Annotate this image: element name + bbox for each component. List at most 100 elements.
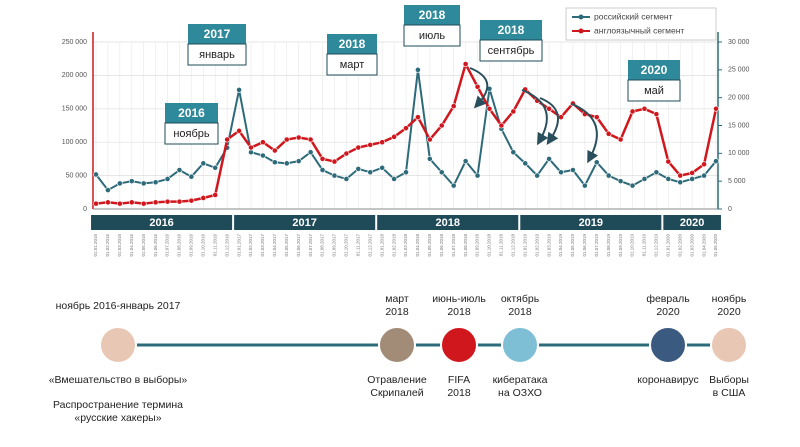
point	[116, 180, 123, 187]
callout-head	[404, 5, 460, 25]
point	[331, 158, 338, 165]
event-date: 2018	[447, 306, 471, 318]
legend-label: российский сегмент	[594, 11, 673, 21]
point	[522, 160, 529, 167]
callout-month: сентябрь	[488, 45, 535, 57]
point	[558, 114, 564, 121]
point	[629, 182, 636, 189]
x-tick-label: 01.02.2017	[248, 234, 253, 257]
point	[379, 164, 386, 171]
point	[415, 66, 421, 73]
x-tick-label: 01.09.2016	[189, 234, 194, 257]
point	[116, 200, 123, 207]
point	[271, 147, 278, 154]
y2-tick-label: 20 000	[728, 95, 750, 102]
event-caption: Отравление	[367, 374, 427, 386]
point	[307, 136, 314, 143]
x-tick-label: 01.10.2019	[630, 234, 635, 257]
point	[570, 167, 576, 173]
callout-month: январь	[199, 49, 235, 61]
callout-year: 2018	[339, 37, 366, 51]
x-tick-label: 01.12.2017	[367, 234, 372, 257]
y-tick-label: 50 000	[66, 172, 88, 179]
x-tick-label: 01.11.2017	[355, 234, 360, 257]
point	[105, 199, 111, 206]
x-tick-label: 01.08.2018	[463, 234, 468, 257]
y2-tick-label: 30 000	[728, 39, 750, 46]
x-tick-label: 01.01.2016	[93, 234, 98, 257]
callout-year: 2017	[204, 27, 231, 41]
point	[641, 176, 648, 182]
y-tick-label: 0	[83, 206, 87, 213]
event-caption: Скрипалей	[370, 387, 423, 399]
year-label: 2018	[435, 217, 459, 229]
arrow	[539, 97, 559, 145]
callout-body	[164, 122, 219, 145]
event-note: «русские хакеры»	[74, 412, 161, 424]
event-date: 2018	[385, 306, 409, 318]
timeline: ноябрь 2016-январь 2017 «Вмешательство в …	[49, 293, 749, 424]
point	[331, 172, 338, 179]
point	[450, 182, 457, 189]
callout-body	[403, 24, 461, 47]
point	[474, 83, 481, 90]
year-band	[663, 215, 721, 230]
year-band	[234, 215, 376, 230]
point	[438, 122, 445, 129]
point	[605, 172, 612, 179]
point	[355, 166, 362, 172]
point	[498, 122, 505, 129]
y2-tick-label: 5 000	[728, 178, 746, 185]
x-tick-label: 01.09.2017	[332, 234, 337, 257]
point	[701, 172, 707, 179]
x-tick-label: 01.11.2018	[499, 234, 504, 257]
y2-tick-label: 0	[728, 206, 732, 213]
point	[224, 136, 231, 143]
x-tick-label: 01.09.2019	[618, 234, 623, 257]
x-tick-label: 01.12.2019	[654, 234, 659, 257]
x-tick-label: 01.03.2020	[689, 234, 694, 257]
x-tick-label: 01.06.2016	[153, 234, 158, 257]
event-date: июнь-июль	[432, 293, 486, 305]
point	[462, 61, 469, 67]
point	[617, 178, 624, 185]
x-tick-label: 01.08.2017	[320, 234, 325, 257]
point	[236, 86, 242, 93]
point	[593, 159, 600, 166]
arrow	[469, 67, 489, 109]
x-tick-label: 01.10.2017	[344, 234, 349, 257]
y-tick-label: 100 000	[62, 139, 87, 146]
icon	[440, 326, 478, 364]
point	[510, 108, 517, 115]
x-tick-label: 01.10.2016	[200, 234, 205, 257]
callout-body	[627, 79, 681, 102]
legend	[565, 7, 717, 41]
x-tick-label: 01.03.2018	[403, 234, 408, 257]
point	[164, 176, 171, 182]
point	[379, 139, 386, 146]
point	[176, 198, 183, 205]
point	[176, 167, 183, 173]
y2-tick-label: 15 000	[728, 122, 750, 129]
event-date: март	[385, 293, 409, 305]
point	[164, 198, 171, 205]
point	[260, 152, 266, 159]
point	[105, 187, 111, 193]
point	[605, 130, 612, 137]
year-band	[91, 215, 233, 230]
event-caption: FIFA	[448, 374, 470, 386]
point	[713, 105, 719, 112]
event-caption: кибератака	[493, 374, 548, 386]
point	[581, 182, 588, 189]
callout-month: март	[340, 59, 365, 71]
x-tick-label: 01.01.2017	[236, 234, 241, 257]
x-tick-label: 01.03.2017	[260, 234, 265, 257]
year-band	[520, 215, 662, 230]
point	[653, 169, 660, 176]
x-tick-label: 01.07.2016	[165, 234, 170, 257]
point	[677, 179, 684, 186]
year-label: 2020	[680, 217, 704, 229]
year-label: 2016	[149, 217, 173, 229]
point	[713, 158, 719, 165]
point	[474, 172, 481, 179]
